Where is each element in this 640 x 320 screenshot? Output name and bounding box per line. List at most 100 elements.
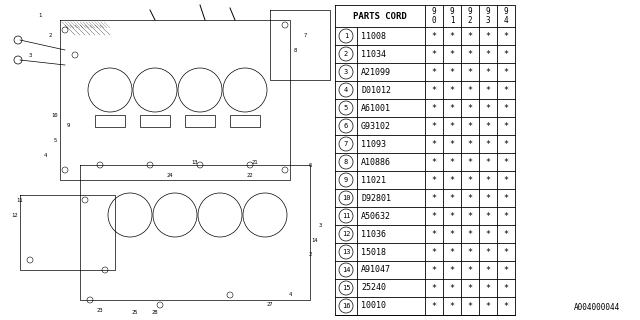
Text: 6: 6 — [308, 163, 312, 167]
Text: 15: 15 — [342, 285, 350, 291]
Text: 15018: 15018 — [361, 247, 386, 257]
Text: 12: 12 — [342, 231, 350, 237]
Text: 13: 13 — [342, 249, 350, 255]
Text: *: * — [431, 157, 436, 166]
Text: *: * — [431, 103, 436, 113]
Text: *: * — [449, 50, 454, 59]
Text: *: * — [486, 85, 490, 94]
Text: 25: 25 — [132, 309, 138, 315]
Text: *: * — [486, 212, 490, 220]
Text: 5: 5 — [53, 138, 56, 142]
Text: D92801: D92801 — [361, 194, 391, 203]
Text: *: * — [504, 140, 509, 148]
Text: 12: 12 — [12, 212, 19, 218]
Text: 2: 2 — [344, 51, 348, 57]
Text: 0: 0 — [432, 15, 436, 25]
Text: 4: 4 — [344, 87, 348, 93]
Text: *: * — [449, 247, 454, 257]
Text: *: * — [431, 50, 436, 59]
Text: 11034: 11034 — [361, 50, 386, 59]
Text: *: * — [486, 229, 490, 238]
Bar — [230, 115, 260, 127]
Text: A21099: A21099 — [361, 68, 391, 76]
Text: 8: 8 — [293, 47, 296, 52]
Text: *: * — [431, 85, 436, 94]
Text: 25240: 25240 — [361, 284, 386, 292]
Text: *: * — [486, 247, 490, 257]
Text: *: * — [467, 85, 472, 94]
Text: *: * — [449, 194, 454, 203]
Text: *: * — [486, 140, 490, 148]
Text: *: * — [449, 301, 454, 310]
Text: 3: 3 — [344, 69, 348, 75]
Text: *: * — [431, 212, 436, 220]
Text: *: * — [504, 85, 509, 94]
Text: *: * — [486, 284, 490, 292]
Bar — [140, 115, 170, 127]
Text: *: * — [504, 31, 509, 41]
Text: G93102: G93102 — [361, 122, 391, 131]
Bar — [95, 115, 125, 127]
Text: 9: 9 — [432, 6, 436, 15]
Text: 8: 8 — [344, 159, 348, 165]
Text: 6: 6 — [344, 123, 348, 129]
Text: *: * — [449, 157, 454, 166]
Text: 2: 2 — [308, 252, 312, 258]
Text: 1: 1 — [450, 15, 454, 25]
Text: *: * — [486, 157, 490, 166]
Text: PARTS CORD: PARTS CORD — [353, 12, 407, 20]
Text: *: * — [486, 103, 490, 113]
Text: *: * — [431, 140, 436, 148]
Text: A91047: A91047 — [361, 266, 391, 275]
Text: *: * — [467, 68, 472, 76]
Text: *: * — [449, 175, 454, 185]
Text: 3: 3 — [28, 52, 31, 58]
Text: *: * — [467, 175, 472, 185]
Text: 3: 3 — [486, 15, 490, 25]
Text: *: * — [431, 301, 436, 310]
Text: *: * — [467, 212, 472, 220]
Text: *: * — [449, 103, 454, 113]
Text: 1: 1 — [344, 33, 348, 39]
Text: *: * — [449, 140, 454, 148]
Text: *: * — [504, 122, 509, 131]
Text: *: * — [467, 122, 472, 131]
Text: D01012: D01012 — [361, 85, 391, 94]
Text: 7: 7 — [303, 33, 307, 37]
Text: *: * — [467, 229, 472, 238]
Text: *: * — [431, 284, 436, 292]
Text: 2: 2 — [468, 15, 472, 25]
Text: *: * — [467, 140, 472, 148]
Text: *: * — [504, 68, 509, 76]
Text: *: * — [449, 284, 454, 292]
Text: *: * — [504, 157, 509, 166]
Text: 11093: 11093 — [361, 140, 386, 148]
Text: 14: 14 — [312, 237, 318, 243]
Text: *: * — [467, 247, 472, 257]
Text: *: * — [449, 31, 454, 41]
Text: A10886: A10886 — [361, 157, 391, 166]
Text: *: * — [504, 284, 509, 292]
Text: 9: 9 — [504, 6, 508, 15]
Text: *: * — [504, 301, 509, 310]
Text: 13: 13 — [192, 159, 198, 164]
Text: *: * — [467, 103, 472, 113]
Text: 16: 16 — [342, 303, 350, 309]
Text: 7: 7 — [344, 141, 348, 147]
Text: 28: 28 — [152, 309, 158, 315]
Text: *: * — [486, 266, 490, 275]
Text: *: * — [504, 175, 509, 185]
Text: *: * — [467, 301, 472, 310]
Text: *: * — [467, 266, 472, 275]
Text: 21: 21 — [252, 159, 259, 164]
Text: *: * — [431, 194, 436, 203]
Text: *: * — [504, 212, 509, 220]
Text: A61001: A61001 — [361, 103, 391, 113]
Text: 9: 9 — [450, 6, 454, 15]
Text: *: * — [449, 229, 454, 238]
Text: *: * — [504, 103, 509, 113]
Text: 10010: 10010 — [361, 301, 386, 310]
Text: 1: 1 — [38, 12, 42, 18]
Text: 14: 14 — [342, 267, 350, 273]
Text: *: * — [449, 212, 454, 220]
